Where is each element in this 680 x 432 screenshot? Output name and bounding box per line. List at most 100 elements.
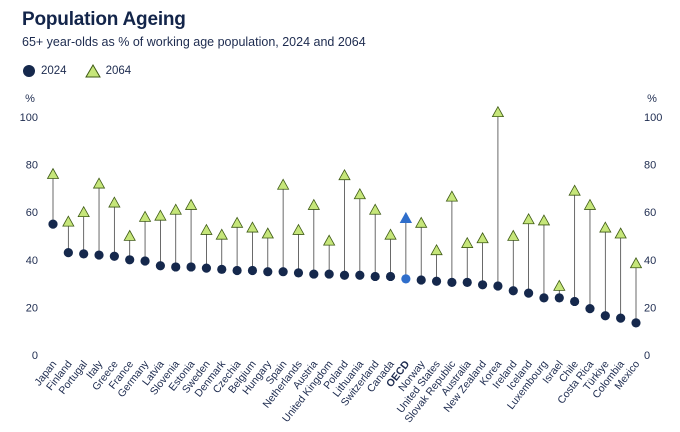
point-2064-estonia xyxy=(184,198,198,210)
point-2064-netherlands xyxy=(292,223,305,235)
point-2024-finland xyxy=(63,248,73,258)
y-tick-label-right: 20 xyxy=(644,302,656,314)
point-2024-israel xyxy=(554,293,564,303)
point-2064-belgium xyxy=(246,221,259,233)
point-2064-israel xyxy=(553,279,566,291)
point-2024-canada xyxy=(385,271,396,282)
point-2064-united-states xyxy=(430,243,443,256)
chart-title: Population Ageing xyxy=(22,9,186,30)
point-2024-oecd xyxy=(401,274,411,284)
point-2064-sweden xyxy=(200,223,213,235)
legend-circle-icon xyxy=(23,65,35,77)
point-2024-korea xyxy=(493,281,503,291)
point-2064-colombia xyxy=(614,227,627,239)
legend-triangle-icon xyxy=(84,64,101,78)
point-2024-japan xyxy=(48,219,58,229)
point-2064-france xyxy=(123,229,136,241)
point-2064-new-zealand xyxy=(476,232,489,244)
point-2024-hungary xyxy=(263,267,273,277)
point-2024-mexico xyxy=(631,318,641,328)
point-2024-czechia xyxy=(232,265,242,276)
point-2064-poland xyxy=(338,168,351,181)
point-2064-japan xyxy=(46,167,60,179)
point-2024-slovenia xyxy=(171,262,181,272)
y-tick-label-right: 100 xyxy=(644,112,662,124)
y-tick-label-left: 0 xyxy=(32,350,38,362)
point-2024-costa-rica xyxy=(585,303,595,314)
point-2024-austria xyxy=(309,269,319,279)
point-2024-latvia xyxy=(155,261,165,271)
point-2064-ireland xyxy=(507,229,520,241)
point-2024-iceland xyxy=(524,288,534,298)
point-2064-austria xyxy=(307,198,320,210)
point-2064-oecd xyxy=(399,211,413,223)
point-2024-poland xyxy=(339,270,350,280)
chart-subtitle: 65+ year-olds as % of working age popula… xyxy=(22,35,366,49)
point-2024-new-zealand xyxy=(477,280,488,290)
y-tick-label-right: 80 xyxy=(644,160,656,172)
y-tick-label-left: 100 xyxy=(20,112,38,124)
point-2064-spain xyxy=(276,178,290,190)
point-2064-slovenia xyxy=(169,203,182,215)
point-2064-costa-rica xyxy=(583,198,597,210)
point-2024-estonia xyxy=(186,262,196,272)
point-2024-netherlands xyxy=(293,268,304,278)
point-2024-united-states xyxy=(431,276,442,286)
point-2024-chile xyxy=(570,296,580,307)
point-2024-portugal xyxy=(79,249,89,259)
point-2024-slovak-republic xyxy=(447,277,457,288)
point-2064-switzerland xyxy=(369,203,382,215)
point-2064-lithuania xyxy=(353,188,367,200)
point-2024-ireland xyxy=(508,286,518,296)
y-tick-label-right: 60 xyxy=(644,207,656,219)
point-2064-czechia xyxy=(230,216,244,228)
point-2024-united-kingdom xyxy=(324,269,334,279)
point-2024-lithuania xyxy=(355,270,365,280)
y-tick-label-left: 20 xyxy=(26,302,38,314)
point-2064-denmark xyxy=(215,228,228,240)
point-2064-canada xyxy=(384,228,397,240)
point-2024-greece xyxy=(109,251,119,261)
point-2064-mexico xyxy=(629,257,643,269)
point-2064-australia xyxy=(461,236,474,248)
point-2024-denmark xyxy=(217,264,227,274)
y-tick-label-left: 60 xyxy=(26,207,38,219)
point-2024-spain xyxy=(278,267,288,277)
point-2024-france xyxy=(125,255,135,265)
point-2064-chile xyxy=(568,184,581,196)
point-2024-australia xyxy=(462,277,472,288)
point-2064-united-kingdom xyxy=(322,234,336,246)
y-tick-label-left: 80 xyxy=(26,160,38,172)
point-2024-switzerland xyxy=(370,271,380,282)
point-2064-portugal xyxy=(77,205,90,218)
point-2024-belgium xyxy=(247,265,258,276)
point-2064-luxembourg xyxy=(537,214,551,226)
point-2024-germany xyxy=(140,256,150,266)
y-axis-unit-left: % xyxy=(25,93,35,105)
point-2064-hungary xyxy=(261,227,274,239)
point-2064-greece xyxy=(108,196,121,208)
chart-legend: 2024 2064 xyxy=(22,64,141,78)
point-2024-türkiye xyxy=(600,311,610,321)
point-2024-italy xyxy=(94,250,104,260)
point-2064-germany xyxy=(138,210,152,222)
point-2064-latvia xyxy=(154,209,167,221)
point-2064-slovak-republic xyxy=(445,190,459,202)
legend-item-2024: 2024 xyxy=(22,64,67,78)
point-2064-türkiye xyxy=(599,221,612,233)
legend-label-2024: 2024 xyxy=(41,65,67,77)
legend-item-2064: 2064 xyxy=(84,64,131,78)
y-tick-label-right: 40 xyxy=(644,255,656,267)
point-2064-finland xyxy=(62,215,75,227)
point-2064-korea xyxy=(491,105,505,118)
y-tick-label-right: 0 xyxy=(644,350,650,362)
point-2024-sweden xyxy=(201,263,212,273)
y-axis-unit-right: % xyxy=(647,93,657,105)
y-tick-label-left: 40 xyxy=(26,255,38,267)
point-2064-norway xyxy=(415,216,428,228)
point-2024-colombia xyxy=(616,313,626,323)
point-2024-luxembourg xyxy=(539,293,549,303)
point-2024-norway xyxy=(416,275,426,285)
point-2064-italy xyxy=(92,177,106,189)
